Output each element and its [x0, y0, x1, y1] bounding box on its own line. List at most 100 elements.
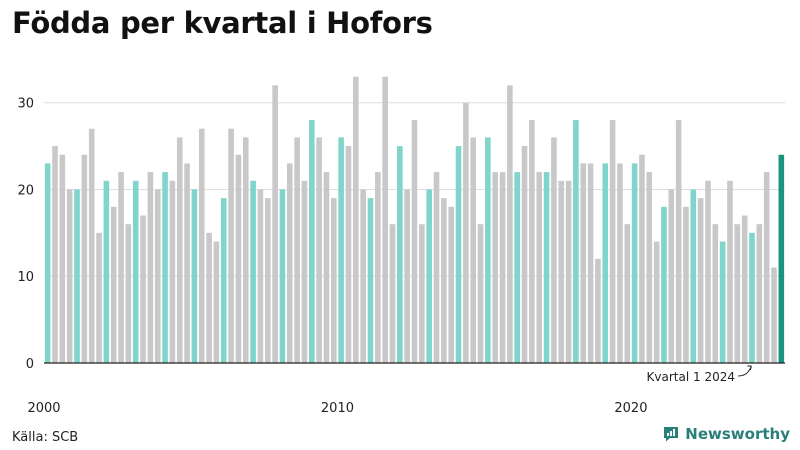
bar: [426, 189, 432, 363]
bar: [367, 198, 374, 363]
bar: [595, 258, 601, 363]
y-tick-label: 20: [17, 183, 34, 198]
bar: [639, 154, 645, 363]
bar: [463, 102, 469, 364]
x-tick-label: 2000: [27, 401, 60, 416]
bar: [242, 137, 249, 363]
bar: [382, 76, 388, 364]
bar: [88, 128, 95, 363]
bar: [587, 163, 594, 363]
bar: [279, 189, 286, 363]
bar: [264, 198, 271, 363]
bar: [778, 154, 785, 363]
y-tick-label: 30: [17, 97, 34, 112]
annotation-label: Kvartal 1 2024: [647, 370, 735, 384]
bar: [411, 120, 418, 363]
bar: [433, 172, 440, 363]
bar: [653, 241, 660, 363]
bar: [154, 189, 161, 363]
bar: [184, 163, 190, 363]
bar: [580, 163, 587, 363]
brand-logo: Newsworthy: [662, 425, 790, 443]
bar: [81, 154, 88, 363]
bar: [617, 163, 623, 363]
bar: [749, 232, 755, 363]
bar: [338, 137, 344, 363]
bar: [250, 180, 256, 363]
bar: [448, 206, 454, 363]
bar: [198, 128, 205, 363]
bar: [668, 189, 675, 363]
bar: [499, 172, 506, 363]
bar: [191, 189, 198, 363]
bar: [441, 198, 447, 363]
bar: [419, 224, 425, 363]
bar: [257, 189, 264, 363]
bar: [110, 206, 117, 363]
bar: [235, 154, 242, 363]
bar: [44, 163, 51, 363]
bar: [169, 180, 176, 363]
bar: [507, 85, 513, 363]
bar: [727, 180, 733, 363]
bar: [96, 232, 102, 363]
bar: [132, 180, 139, 363]
bar: [220, 198, 227, 363]
bar: [118, 172, 124, 363]
bar: [66, 189, 73, 363]
bar: [309, 120, 315, 363]
bar: [536, 172, 543, 363]
bar: [331, 198, 337, 363]
source-label: Källa: SCB: [12, 430, 79, 445]
bar: [162, 172, 168, 363]
bar: [690, 189, 697, 363]
bar: [59, 154, 66, 363]
bar: [206, 232, 212, 363]
bar: [485, 137, 491, 363]
bar: [558, 180, 565, 363]
annotation-arrow: [737, 365, 752, 377]
bar: [389, 224, 396, 363]
bar: [697, 198, 704, 363]
bar: [756, 224, 763, 363]
bar: [712, 224, 719, 363]
bar: [719, 241, 726, 363]
page-title: Födda per kvartal i Hofors: [12, 6, 433, 40]
bar: [74, 189, 80, 363]
bar: [609, 120, 616, 363]
bar: [763, 172, 770, 363]
bar: [514, 172, 520, 363]
annotation-arrowhead: [747, 365, 752, 371]
bar: [661, 206, 667, 363]
bar: [213, 241, 220, 363]
bar: [602, 163, 609, 363]
bar: [176, 137, 183, 363]
bar: [705, 180, 711, 363]
x-tick-label: 2010: [321, 401, 354, 416]
bar: [551, 137, 557, 363]
bar: [323, 172, 330, 363]
bar: [683, 206, 689, 363]
bar: [286, 163, 293, 363]
bar: [316, 137, 322, 363]
bar: [521, 146, 528, 363]
bar: [455, 146, 462, 363]
bar: [294, 137, 300, 363]
bar: [771, 267, 777, 363]
bar: [140, 215, 146, 363]
y-tick-label: 10: [17, 270, 34, 285]
bar: [741, 215, 748, 363]
brand-name: Newsworthy: [685, 425, 790, 443]
bar: [624, 224, 631, 363]
bar: [631, 163, 638, 363]
bar: [529, 120, 535, 363]
bar: [360, 189, 366, 363]
x-tick-label: 2020: [614, 401, 647, 416]
bar: [565, 180, 572, 363]
bar: [646, 172, 653, 363]
bar: [345, 146, 352, 363]
bar: [477, 224, 484, 363]
bar: [397, 146, 403, 363]
